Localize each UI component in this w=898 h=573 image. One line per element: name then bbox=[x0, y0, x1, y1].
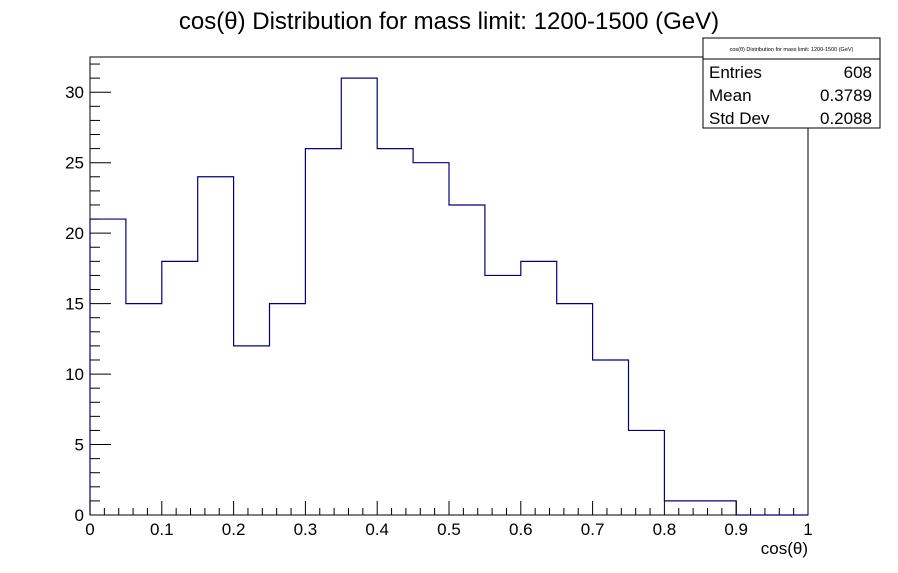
stats-entries-label: Entries bbox=[709, 63, 762, 82]
histogram-bin bbox=[664, 501, 700, 515]
y-tick-label: 20 bbox=[65, 224, 84, 243]
stats-entries-value: 608 bbox=[844, 63, 872, 82]
x-tick-label: 0.3 bbox=[294, 520, 318, 539]
x-axis-label: cos(θ) bbox=[761, 539, 808, 558]
chart-title: cos(θ) Distribution for mass limit: 1200… bbox=[179, 8, 719, 35]
histogram-bin bbox=[700, 501, 736, 515]
y-tick-label: 5 bbox=[75, 436, 84, 455]
x-tick-label: 0 bbox=[85, 520, 94, 539]
x-tick-label: 0.9 bbox=[724, 520, 748, 539]
histogram-bin bbox=[162, 261, 198, 515]
x-tick-label: 0.4 bbox=[365, 520, 389, 539]
histogram-bin bbox=[341, 78, 377, 515]
stats-stddev-label: Std Dev bbox=[709, 109, 770, 128]
histogram-bars bbox=[90, 78, 736, 515]
y-tick-label: 10 bbox=[65, 365, 84, 384]
histogram-bin bbox=[126, 304, 162, 515]
stats-box: cos(θ) Distribution for mass limit: 1200… bbox=[702, 37, 881, 129]
histogram-bin bbox=[305, 149, 341, 515]
stats-box-title: cos(θ) Distribution for mass limit: 1200… bbox=[730, 47, 854, 53]
histogram-bin bbox=[593, 360, 629, 515]
histogram-bin bbox=[90, 219, 126, 515]
x-axis-ticks: 0 0.1 0.2 0.3 0.4 0.5 0.6 0.7 0.8 0.9 1 bbox=[85, 501, 813, 539]
x-tick-label: 1 bbox=[803, 520, 812, 539]
histogram-bin bbox=[234, 346, 270, 515]
plot-frame bbox=[89, 56, 809, 516]
y-tick-label: 0 bbox=[75, 506, 84, 525]
x-tick-label: 0.7 bbox=[581, 520, 605, 539]
y-tick-label: 15 bbox=[65, 295, 84, 314]
histogram-bin bbox=[198, 177, 234, 515]
stats-stddev-value: 0.2088 bbox=[820, 109, 872, 128]
histogram-bin bbox=[557, 304, 593, 515]
stats-mean-value: 0.3789 bbox=[820, 86, 872, 105]
histogram-bin bbox=[449, 205, 485, 515]
stats-box-frame bbox=[702, 37, 881, 129]
y-axis-ticks: 0 5 10 15 20 25 30 bbox=[65, 63, 111, 525]
histogram-bin bbox=[629, 430, 665, 515]
y-tick-label: 30 bbox=[65, 83, 84, 102]
histogram-bin bbox=[270, 304, 306, 515]
histogram-bin bbox=[377, 149, 413, 515]
stats-mean-label: Mean bbox=[709, 86, 752, 105]
x-tick-label: 0.5 bbox=[437, 520, 461, 539]
histogram-bin bbox=[521, 261, 557, 515]
x-tick-label: 0.2 bbox=[222, 520, 246, 539]
x-tick-label: 0.8 bbox=[653, 520, 677, 539]
histogram-bin bbox=[413, 163, 449, 515]
histogram-outline bbox=[89, 77, 808, 516]
x-tick-label: 0.6 bbox=[509, 520, 533, 539]
y-tick-label: 25 bbox=[65, 154, 84, 173]
x-tick-label: 0.1 bbox=[150, 520, 174, 539]
histogram-bin bbox=[485, 275, 521, 515]
